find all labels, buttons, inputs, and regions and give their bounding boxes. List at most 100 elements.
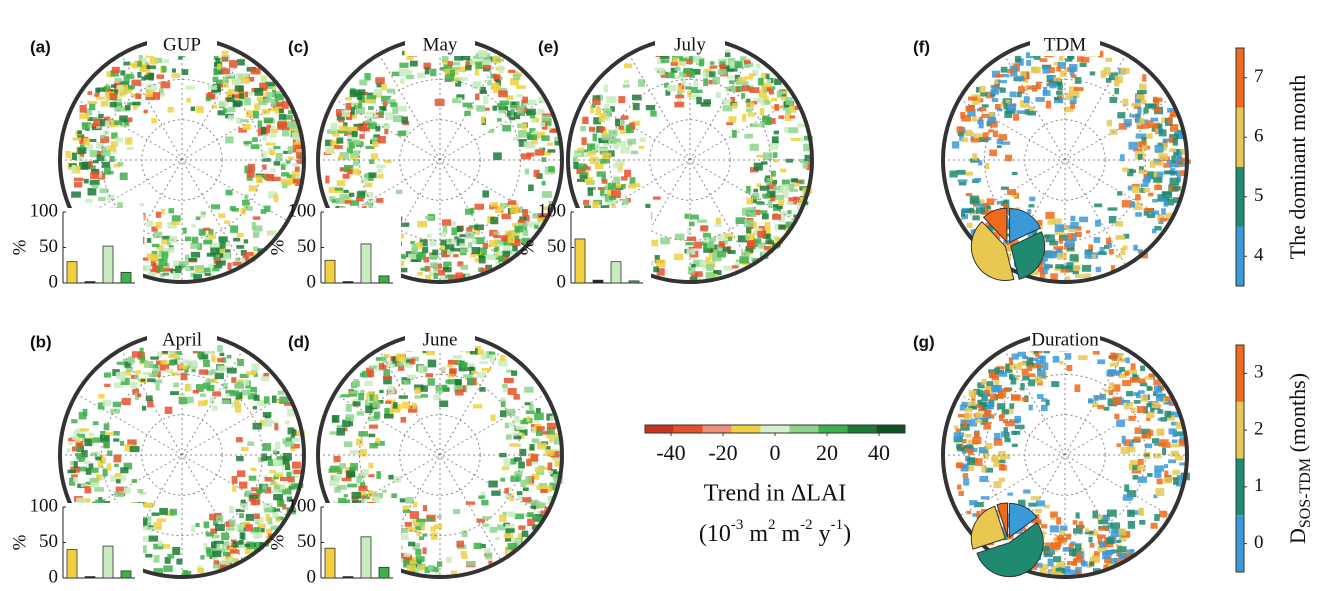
map-texture — [130, 382, 138, 388]
map-texture — [1009, 403, 1014, 409]
map-texture — [1086, 230, 1090, 233]
map-texture — [200, 555, 204, 559]
map-texture — [735, 61, 743, 68]
map-texture — [222, 400, 230, 404]
map-texture — [206, 97, 211, 101]
map-texture — [147, 400, 153, 407]
colorbar-segment — [1236, 227, 1244, 287]
map-texture — [1001, 465, 1007, 471]
colorbar-tick-label: 40 — [868, 440, 890, 465]
map-texture — [1154, 514, 1159, 521]
map-texture — [92, 437, 100, 442]
map-texture — [435, 386, 443, 393]
map-texture — [169, 360, 175, 366]
map-texture — [1164, 202, 1169, 207]
map-texture — [371, 153, 378, 159]
map-texture — [1048, 559, 1054, 567]
map-texture — [969, 390, 977, 396]
map-texture — [1050, 525, 1059, 532]
map-texture — [330, 466, 340, 473]
map-texture — [89, 478, 98, 483]
map-texture — [963, 473, 969, 478]
map-texture — [1075, 384, 1081, 392]
map-texture — [967, 457, 975, 465]
map-texture — [1012, 444, 1018, 447]
map-texture — [79, 162, 88, 170]
y-axis-label: % — [9, 534, 30, 550]
map-texture — [443, 262, 451, 267]
map-texture — [254, 395, 260, 401]
map-texture — [197, 351, 201, 357]
map-texture — [498, 66, 504, 74]
map-texture — [149, 73, 154, 80]
map-texture — [241, 503, 248, 510]
map-texture — [1144, 212, 1149, 216]
map-texture — [95, 457, 101, 461]
map-texture — [241, 390, 251, 396]
map-texture — [264, 117, 273, 122]
map-texture — [998, 451, 1006, 458]
units-part: m — [776, 521, 801, 547]
map-texture — [179, 365, 187, 369]
map-texture — [292, 462, 301, 469]
map-texture — [1040, 356, 1046, 364]
map-texture — [500, 397, 505, 401]
map-texture — [112, 67, 120, 73]
map-texture — [981, 379, 986, 385]
map-texture — [1132, 186, 1141, 193]
map-texture — [226, 190, 233, 196]
map-texture — [230, 225, 238, 233]
map-texture — [723, 266, 732, 271]
map-texture — [419, 536, 424, 540]
map-texture — [280, 477, 288, 481]
map-texture — [1110, 522, 1120, 529]
map-texture — [148, 84, 157, 91]
map-texture — [481, 500, 488, 505]
map-texture — [222, 57, 228, 62]
map-texture — [1011, 378, 1017, 385]
map-texture — [699, 59, 704, 66]
colorbar-segment — [1236, 345, 1244, 402]
map-texture — [791, 178, 798, 182]
map-texture — [546, 435, 554, 439]
map-texture — [400, 268, 407, 273]
panel-title: April — [162, 329, 202, 350]
map-texture — [1117, 443, 1121, 447]
map-texture — [1002, 388, 1011, 392]
map-texture — [1073, 520, 1078, 525]
map-texture — [434, 567, 439, 572]
map-texture — [104, 167, 111, 174]
map-texture — [491, 415, 496, 421]
map-texture — [725, 53, 731, 58]
map-texture — [279, 397, 288, 404]
map-texture — [1120, 553, 1127, 559]
map-texture — [754, 163, 763, 171]
map-texture — [602, 153, 612, 159]
map-texture — [716, 218, 721, 224]
map-texture — [1081, 561, 1087, 566]
map-texture — [282, 129, 289, 136]
map-texture — [161, 66, 166, 72]
map-texture — [427, 234, 431, 238]
map-texture — [251, 364, 259, 371]
map-texture — [117, 202, 123, 209]
map-texture — [455, 272, 463, 278]
map-texture — [482, 368, 492, 371]
map-texture — [77, 147, 86, 154]
map-texture — [507, 511, 515, 516]
map-texture — [1028, 204, 1034, 207]
map-texture — [253, 532, 262, 538]
panel-label: (c) — [288, 37, 309, 56]
map-texture — [958, 179, 968, 182]
map-texture — [1053, 356, 1060, 363]
map-texture — [139, 203, 144, 206]
map-texture — [463, 374, 473, 377]
map-texture — [111, 84, 116, 87]
map-texture — [447, 374, 454, 378]
map-texture — [548, 470, 553, 474]
map-texture — [756, 155, 763, 158]
map-texture — [744, 60, 751, 64]
map-texture — [248, 164, 255, 172]
map-texture — [949, 171, 957, 178]
map-texture — [113, 402, 121, 407]
